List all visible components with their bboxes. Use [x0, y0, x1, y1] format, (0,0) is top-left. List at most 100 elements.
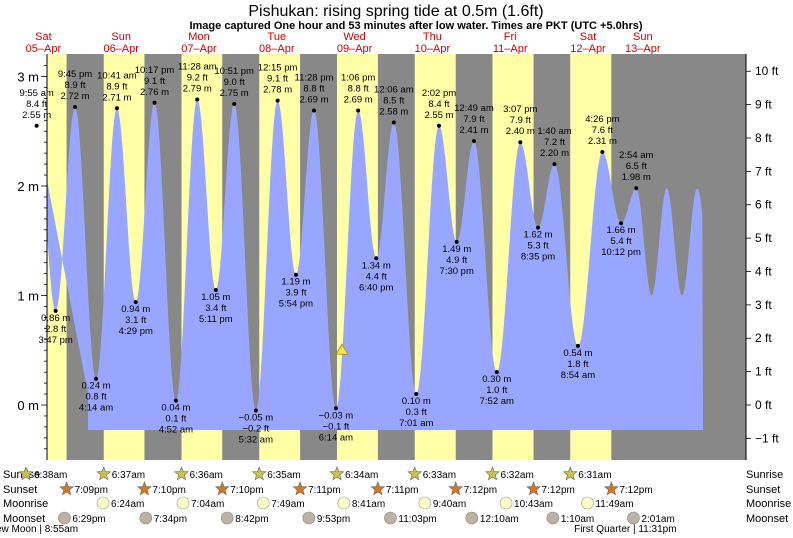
- day-name-label: Sat: [580, 31, 597, 43]
- sunset-time: 7:12pm: [542, 485, 575, 496]
- tide-event-label: 1:40 am: [537, 126, 571, 137]
- tide-event-label: 2.76 m: [140, 87, 169, 98]
- tide-event-label: 1.8 ft: [567, 359, 588, 370]
- row-label-left-moonrise: Moonrise: [3, 498, 48, 510]
- y-right-tick-label: 3 ft: [755, 298, 772, 312]
- high-tide-point: [152, 100, 157, 105]
- moonrise-icon: [176, 496, 190, 510]
- high-tide-point: [552, 162, 557, 167]
- y-right-tick-label: 1 ft: [755, 365, 772, 379]
- tide-event-label: 0.10 m: [402, 396, 431, 407]
- chart-subtitle: Image captured One hour and 53 minutes a…: [189, 20, 642, 32]
- sunrise-time: 6:35am: [267, 470, 300, 481]
- tide-event-label: 8.9 ft: [64, 80, 85, 91]
- day-date-label: 10–Apr: [415, 43, 451, 55]
- moonrise-time: 8:41am: [352, 499, 385, 510]
- high-tide-point: [34, 123, 39, 128]
- tide-event-label: 5.4 ft: [611, 236, 632, 247]
- low-tide-point: [374, 256, 379, 261]
- sunset-time: 7:12pm: [464, 485, 497, 496]
- sunrise-time: 6:32am: [500, 470, 533, 481]
- high-tide-point: [73, 105, 78, 110]
- row-label-left-sunset: Sunset: [3, 484, 37, 496]
- tide-event-label: −0.2 ft: [242, 423, 269, 434]
- moonset-time: 9:53pm: [317, 514, 350, 525]
- sunset-icon: [214, 481, 230, 496]
- sunset-time: 7:11pm: [308, 485, 341, 496]
- tide-event-label: 2.58 m: [379, 106, 408, 117]
- sunset-icon: [292, 481, 308, 496]
- tide-event-label: 8.9 ft: [106, 81, 127, 92]
- tide-event-label: 12:06 am: [374, 84, 414, 95]
- sunset-time: 7:11pm: [386, 485, 419, 496]
- low-tide-point: [454, 239, 459, 244]
- tide-event-label: 7.9 ft: [510, 115, 531, 126]
- sunrise-time: 6:31am: [578, 470, 611, 481]
- high-tide-point: [471, 139, 476, 144]
- tide-event-label: 10:41 am: [97, 70, 137, 81]
- tide-event-label: 2.79 m: [183, 83, 212, 94]
- y-right-tick-label: 10 ft: [755, 64, 779, 78]
- y-right-tick-label: −1 ft: [755, 431, 779, 445]
- tide-event-label: −0.1 ft: [323, 421, 350, 432]
- tide-water-area: [47, 99, 703, 430]
- tide-event-label: 2.78 m: [263, 85, 292, 96]
- tide-event-label: 1.05 m: [201, 292, 230, 303]
- low-tide-point: [173, 398, 178, 403]
- sunrise-icon: [407, 466, 423, 481]
- tide-event-label: 2.41 m: [459, 125, 488, 136]
- sunset-icon: [136, 481, 152, 496]
- moonset-icon: [302, 511, 316, 525]
- low-tide-point: [619, 221, 624, 226]
- low-tide-point: [94, 376, 99, 381]
- low-tide-point: [213, 288, 218, 293]
- moonset-icon: [220, 511, 234, 525]
- moonset-icon: [627, 511, 640, 525]
- row-label-right-moonset: Moonset: [746, 513, 788, 525]
- y-left-tick-label: 2 m: [17, 179, 39, 194]
- tide-event-label: 5:54 pm: [279, 299, 313, 310]
- tide-event-label: 2.55 m: [22, 110, 51, 121]
- moonset-time: 2:01am: [641, 514, 674, 525]
- moonrise-time: 7:49am: [271, 499, 304, 510]
- row-label-right-sunrise: Sunrise: [746, 469, 783, 481]
- sunrise-time: 6:36am: [189, 470, 222, 481]
- moonrise-time: 11:49am: [595, 499, 633, 510]
- tide-event-label: 4.9 ft: [446, 255, 467, 266]
- moonset-icon: [546, 511, 560, 525]
- moonset-icon: [139, 511, 153, 525]
- tide-event-label: 2:02 pm: [422, 88, 456, 99]
- tide-event-label: 0.24 m: [81, 381, 110, 392]
- sunset-icon: [370, 481, 386, 496]
- sunrise-time: 6:34am: [345, 470, 378, 481]
- sunrise-icon: [18, 466, 34, 481]
- tide-event-label: 7.9 ft: [463, 114, 484, 125]
- day-name-label: Fri: [504, 31, 517, 43]
- tide-event-label: 2.69 m: [344, 94, 373, 105]
- tide-event-label: 2:54 am: [619, 150, 653, 161]
- tide-event-label: 4:29 pm: [119, 326, 153, 337]
- tide-event-label: 9:45 pm: [58, 69, 92, 80]
- tide-event-label: 0.1 ft: [165, 414, 186, 425]
- tide-event-label: 0.04 m: [161, 403, 190, 414]
- y-right-tick-label: 2 ft: [755, 331, 772, 345]
- tide-event-label: 6:14 am: [319, 432, 353, 443]
- tide-event-label: 2.75 m: [220, 88, 249, 99]
- tide-event-label: 8.8 ft: [303, 83, 324, 94]
- tide-event-label: 7.6 ft: [592, 125, 613, 136]
- tide-event-label: −0.03 m: [319, 410, 354, 421]
- day-labels: Sat05–AprSun06–AprMon07–AprTue08–AprWed0…: [26, 31, 661, 55]
- sunrise-icon: [251, 466, 267, 481]
- moonset-time: 6:29pm: [72, 514, 105, 525]
- moonset-icon: [465, 511, 479, 525]
- tide-event-labels: 9:55 am8.4 ft2.55 m0.86 m2.8 ft3:47 pm9:…: [19, 61, 653, 445]
- tide-event-label: 8.5 ft: [383, 95, 404, 106]
- sunrise-time: 6:38am: [34, 470, 67, 481]
- tide-event-label: 2.69 m: [299, 94, 328, 105]
- y-left-tick-label: 1 m: [17, 289, 39, 304]
- sunset-icon: [526, 481, 542, 496]
- axes: 0 m 1 m 2 m 3 m −1 ft 0 ft 1 ft 2 ft 3 ft 4 ft 5 f…: [17, 54, 779, 460]
- tide-event-label: 10:51 pm: [214, 66, 254, 77]
- day-date-label: 08–Apr: [259, 43, 295, 55]
- day-date-label: 13–Apr: [625, 43, 661, 55]
